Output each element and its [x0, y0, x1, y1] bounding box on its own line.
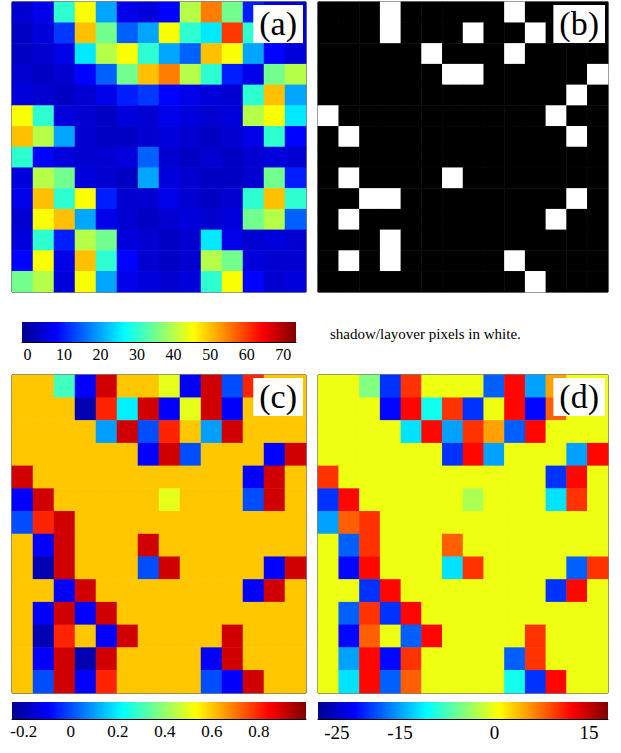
svg-text:shadow/layover pixels in white: shadow/layover pixels in white.: [330, 326, 521, 342]
svg-text:20: 20: [93, 346, 109, 363]
svg-text:(a): (a): [259, 5, 297, 43]
svg-text:0: 0: [490, 722, 500, 743]
svg-text:0: 0: [23, 346, 31, 363]
svg-text:-25: -25: [324, 722, 349, 743]
svg-text:10: 10: [56, 346, 72, 363]
svg-text:40: 40: [166, 346, 182, 363]
svg-text:15: 15: [580, 722, 599, 743]
svg-text:0.8: 0.8: [248, 722, 269, 741]
svg-text:(c): (c): [259, 378, 297, 416]
svg-text:60: 60: [239, 346, 255, 363]
svg-text:0.6: 0.6: [201, 722, 222, 741]
svg-text:50: 50: [202, 346, 218, 363]
svg-text:(b): (b): [559, 5, 599, 43]
svg-text:-15: -15: [387, 722, 412, 743]
svg-text:(d): (d): [559, 378, 599, 416]
svg-text:30: 30: [129, 346, 145, 363]
svg-text:-0.2: -0.2: [10, 722, 37, 741]
svg-text:0.2: 0.2: [107, 722, 128, 741]
svg-text:0: 0: [67, 722, 76, 741]
svg-text:0.4: 0.4: [154, 722, 176, 741]
svg-text:70: 70: [275, 346, 291, 363]
